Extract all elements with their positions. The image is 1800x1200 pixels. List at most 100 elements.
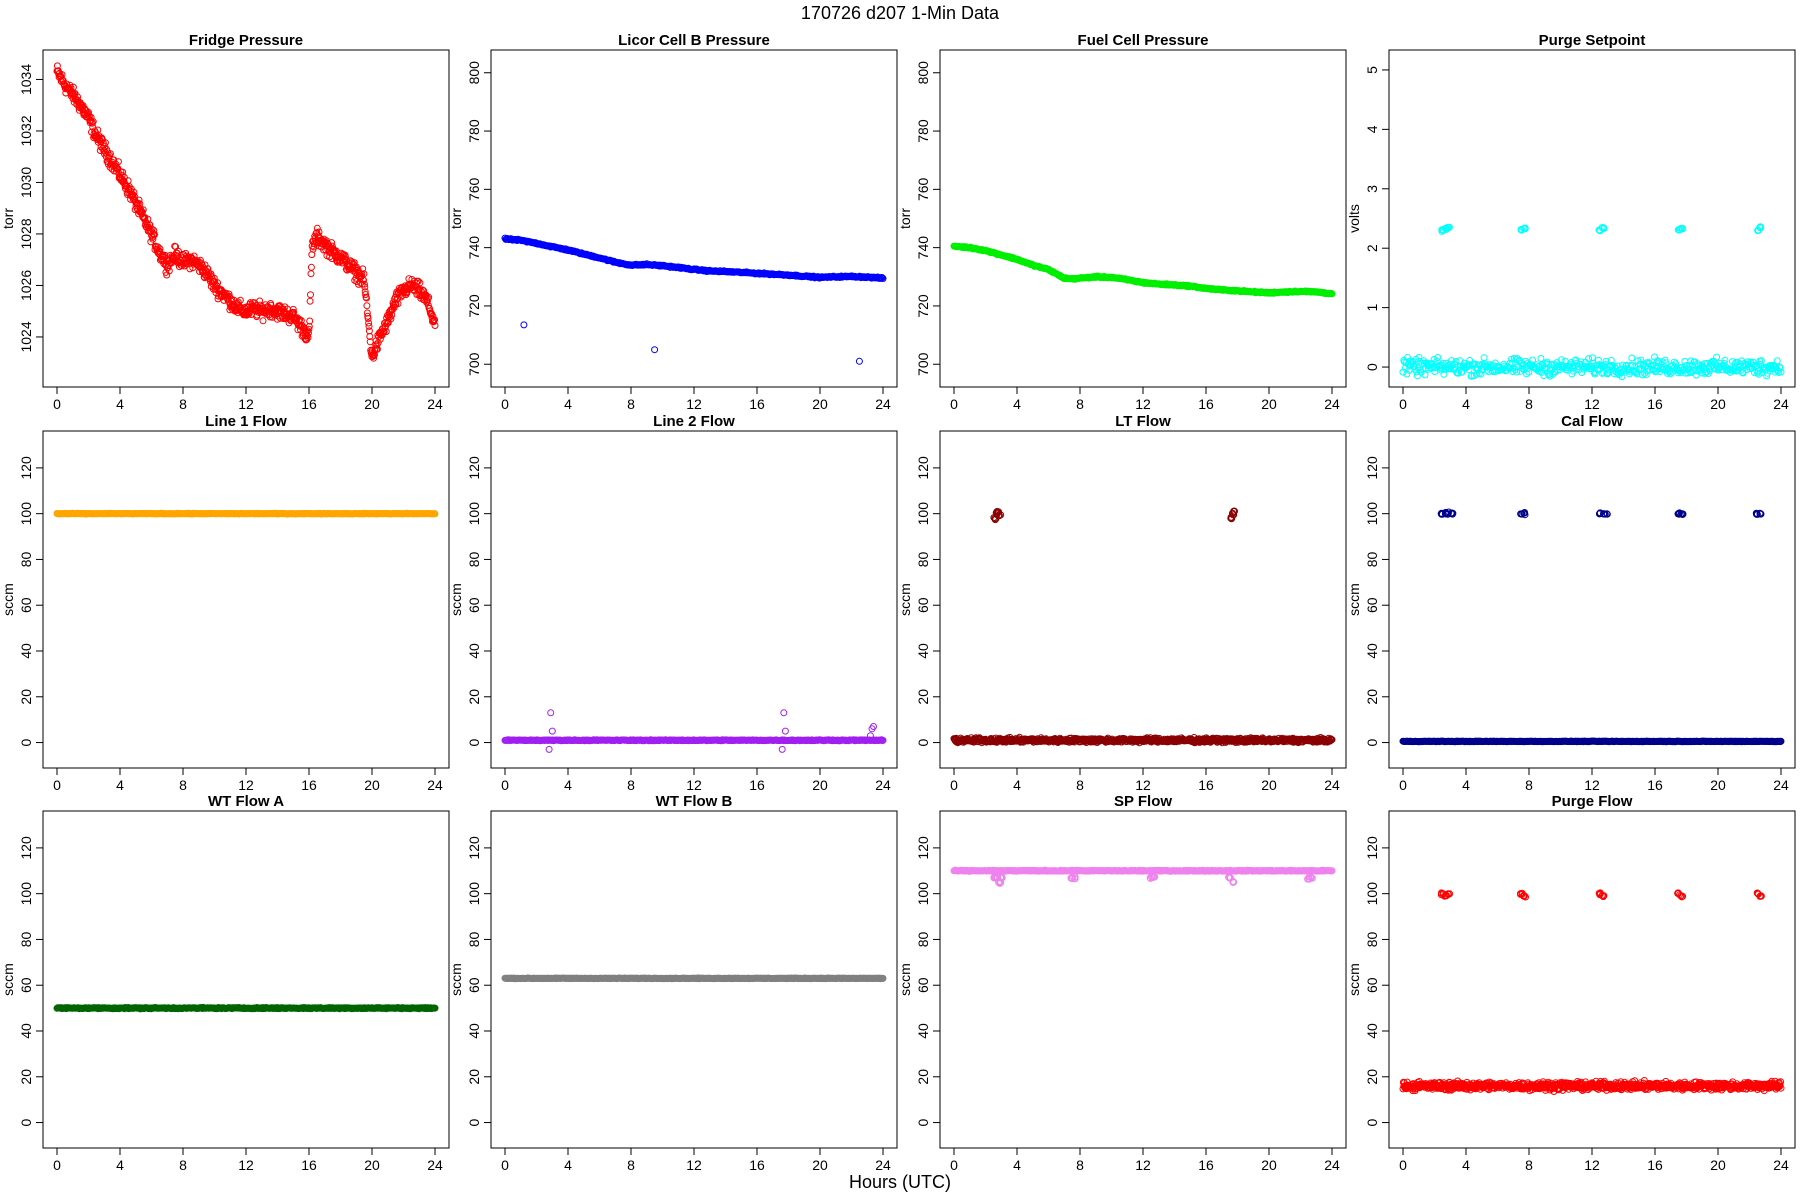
y-axis-label: sccm — [0, 583, 16, 616]
data-point — [99, 139, 107, 147]
y-tick-label: 60 — [466, 597, 482, 613]
data-point — [1555, 363, 1563, 371]
y-tick-label: 80 — [18, 551, 34, 567]
x-tick-label: 16 — [749, 396, 765, 412]
data-point — [1454, 369, 1462, 377]
data-point — [1713, 353, 1721, 361]
plot-frame — [1388, 49, 1796, 388]
data-point — [400, 289, 408, 297]
y-tick-label: 700 — [915, 352, 931, 376]
x-tick-label: 12 — [1135, 396, 1151, 412]
y-tick-label: 1024 — [18, 321, 34, 352]
data-point — [1506, 359, 1514, 367]
data-point — [855, 357, 863, 365]
y-axis-label: sccm — [897, 583, 913, 616]
data-point — [1670, 358, 1678, 366]
data-points — [950, 507, 1336, 747]
data-point — [1628, 354, 1636, 362]
data-points — [53, 62, 439, 362]
x-tick-label: 0 — [501, 777, 509, 793]
figure-title: 170726 d207 1-Min Data — [801, 3, 1000, 23]
x-tick-label: 24 — [875, 777, 891, 793]
x-tick-label: 20 — [1710, 396, 1726, 412]
y-tick-label: 40 — [915, 643, 931, 659]
data-point — [74, 93, 82, 101]
data-point — [1416, 357, 1424, 365]
y-axis-label: torr — [897, 208, 913, 229]
y-tick-label: 40 — [18, 643, 34, 659]
data-point — [53, 62, 61, 70]
data-point — [1773, 357, 1781, 365]
data-point — [1651, 368, 1659, 376]
x-tick-label: 4 — [1462, 777, 1470, 793]
x-tick-label: 8 — [179, 777, 187, 793]
y-tick-label: 20 — [1364, 689, 1380, 705]
data-point — [236, 296, 244, 304]
y-tick-label: 100 — [915, 502, 931, 526]
x-tick-label: 20 — [1710, 777, 1726, 793]
x-tick-label: 20 — [1261, 777, 1277, 793]
data-points — [1399, 508, 1785, 746]
plot-frame — [939, 49, 1347, 388]
data-point — [1413, 368, 1421, 376]
data-point — [781, 727, 789, 735]
data-point — [362, 291, 370, 298]
x-tick-label: 20 — [364, 396, 380, 412]
plot-frame — [490, 430, 898, 769]
x-tick-label: 12 — [686, 396, 702, 412]
x-tick-label: 8 — [1076, 777, 1084, 793]
x-tick-label: 4 — [116, 777, 124, 793]
data-point — [366, 333, 374, 340]
data-point — [101, 139, 109, 147]
data-point — [1465, 366, 1473, 374]
data-point — [1529, 356, 1536, 364]
x-tick-label: 0 — [1399, 396, 1407, 412]
y-tick-label: 120 — [1364, 456, 1380, 480]
data-point — [1452, 358, 1460, 365]
data-points — [950, 242, 1336, 298]
x-tick-label: 16 — [1647, 777, 1663, 793]
x-axis-label: Hours (UTC) — [849, 1172, 951, 1192]
plot-frame — [42, 430, 450, 769]
data-point — [1480, 354, 1488, 362]
data-point — [306, 297, 314, 305]
data-point — [359, 265, 367, 273]
x-tick-label: 16 — [1198, 396, 1214, 412]
data-point — [313, 224, 321, 232]
data-point — [360, 280, 368, 288]
y-axis-label: volts — [1346, 204, 1362, 233]
x-tick-label: 12 — [1584, 777, 1600, 793]
data-point — [89, 118, 97, 126]
x-tick-label: 8 — [1525, 777, 1533, 793]
data-point — [780, 709, 788, 717]
y-tick-label: 0 — [466, 738, 482, 746]
data-point — [382, 328, 390, 336]
x-tick-label: 8 — [1076, 396, 1084, 412]
data-point — [431, 322, 439, 329]
x-tick-label: 12 — [1584, 396, 1600, 412]
data-point — [1477, 370, 1485, 378]
x-tick-label: 16 — [1647, 396, 1663, 412]
data-point — [547, 709, 555, 717]
data-point — [307, 270, 315, 278]
panel-title: Licor Cell B Pressure — [618, 32, 770, 49]
data-point — [139, 206, 147, 214]
data-point — [416, 279, 424, 287]
x-tick-label: 8 — [1525, 396, 1533, 412]
data-points — [1399, 223, 1785, 381]
y-tick-label: 4 — [1364, 125, 1380, 133]
x-tick-label: 24 — [1773, 396, 1789, 412]
data-point — [651, 346, 659, 354]
data-point — [135, 196, 143, 204]
data-point — [1613, 362, 1621, 370]
x-tick-label: 20 — [1261, 396, 1277, 412]
y-tick-label: 3 — [1364, 185, 1380, 193]
y-tick-label: 120 — [18, 456, 34, 480]
data-point — [136, 200, 144, 208]
